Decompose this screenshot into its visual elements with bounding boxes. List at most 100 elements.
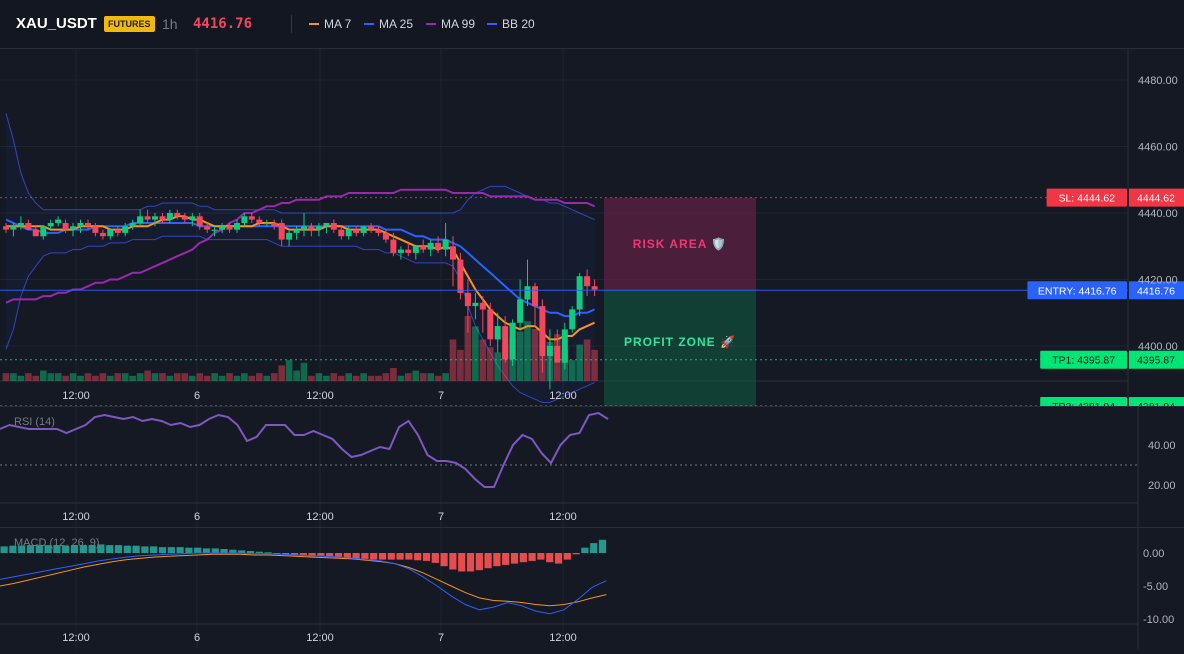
volume-bar bbox=[397, 375, 405, 381]
candle-body bbox=[524, 286, 531, 300]
volume-bar bbox=[151, 373, 159, 381]
volume-bar bbox=[99, 373, 107, 381]
candle-body bbox=[55, 219, 62, 223]
macd-hist-bar bbox=[414, 553, 422, 561]
legend-bb20[interactable]: BB 20 bbox=[487, 0, 535, 48]
candle-body bbox=[3, 226, 9, 230]
macd-time-label: 6 bbox=[194, 632, 200, 644]
macd-hist-bar bbox=[26, 545, 35, 553]
volume-bar bbox=[114, 373, 122, 381]
ma25-swatch-icon bbox=[364, 22, 374, 25]
rsi-chart[interactable]: RSI (14) 40.00 20.00 12:00 6 12:00 7 12:00 bbox=[0, 407, 1184, 527]
candle-body bbox=[92, 226, 99, 233]
tp2-tag-label: TP2: 4381.94 bbox=[1052, 401, 1115, 406]
candle-body bbox=[338, 229, 345, 237]
legend-ma7[interactable]: MA 7 bbox=[309, 0, 351, 48]
volume-bar bbox=[501, 344, 509, 381]
volume-bar bbox=[531, 329, 539, 381]
candle-body bbox=[248, 216, 255, 220]
interval-selector[interactable]: 1h bbox=[162, 16, 178, 32]
candle-body bbox=[405, 249, 412, 253]
volume-bar bbox=[10, 373, 17, 381]
macd-hist-bar bbox=[106, 545, 114, 553]
entry-axis-badge bbox=[1129, 281, 1184, 300]
price-tick-label: 4420.00 bbox=[1138, 275, 1178, 287]
candle-body bbox=[390, 239, 397, 253]
macd-hist-bar bbox=[554, 553, 563, 564]
candle-body bbox=[25, 223, 32, 230]
macd-hist-bar bbox=[35, 545, 43, 553]
macd-hist-bar bbox=[519, 553, 527, 563]
volume-bar bbox=[494, 352, 501, 381]
candle-body bbox=[308, 226, 315, 230]
candle-body bbox=[323, 223, 330, 227]
volume-bar bbox=[203, 375, 211, 381]
legend-ma25[interactable]: MA 25 bbox=[364, 0, 413, 48]
candle-body bbox=[509, 322, 516, 360]
volume-bar bbox=[218, 375, 226, 381]
entry-tag bbox=[1027, 281, 1127, 300]
candle-body bbox=[62, 223, 69, 230]
volume-bar bbox=[256, 373, 263, 381]
macd-hist-bar bbox=[9, 545, 17, 553]
rsi-pane[interactable]: RSI (14) 40.00 20.00 12:00 6 12:00 7 12:00 bbox=[0, 407, 1184, 528]
legend-ma99[interactable]: MA 99 bbox=[426, 0, 475, 48]
sl-axis-badge bbox=[1129, 188, 1184, 207]
macd-hist-bar bbox=[211, 548, 219, 553]
candle-body bbox=[107, 229, 114, 237]
symbol-name[interactable]: XAU_USDT bbox=[16, 15, 97, 32]
macd-hist-bar bbox=[132, 545, 140, 553]
volume-bar bbox=[270, 373, 278, 381]
volume-bar bbox=[121, 373, 129, 381]
macd-hist-bar bbox=[537, 553, 545, 560]
macd-tick-label: -10.00 bbox=[1143, 614, 1174, 626]
volume-bar bbox=[188, 375, 196, 381]
candle-body bbox=[271, 223, 278, 227]
candle-body bbox=[487, 309, 494, 340]
ma7-swatch-icon bbox=[309, 22, 319, 25]
candle-body bbox=[576, 276, 583, 310]
price-chart[interactable]: RISK AREA 🛡️ PROFIT ZONE 🚀 SL: 4444.62 444… bbox=[0, 49, 1184, 416]
legend-bb20-label: BB 20 bbox=[502, 17, 535, 31]
candle-body bbox=[159, 216, 166, 220]
macd-hist-bar bbox=[176, 547, 184, 553]
rsi-line bbox=[0, 411, 609, 488]
time-tick-label: 12:00 bbox=[306, 390, 334, 402]
candle-body bbox=[375, 229, 382, 233]
volume-bar bbox=[174, 373, 181, 381]
candle-body bbox=[278, 223, 285, 240]
candle-body bbox=[450, 246, 456, 260]
macd-hist-bar bbox=[510, 553, 519, 564]
macd-signal-line bbox=[0, 553, 607, 607]
macd-hist-bar bbox=[431, 553, 439, 563]
volume-bar bbox=[40, 370, 47, 381]
macd-hist-bar bbox=[598, 539, 607, 553]
price-tick-label: 4440.00 bbox=[1138, 208, 1178, 220]
time-tick-label: 12:00 bbox=[549, 390, 577, 402]
candle-body bbox=[241, 216, 248, 223]
macd-chart[interactable]: MACD (12, 26, 9) 0.00 -5.00 -10.00 12:00 6 12:… bbox=[0, 528, 1184, 649]
candle-body bbox=[353, 229, 360, 233]
main-price-pane[interactable]: RISK AREA 🛡️ PROFIT ZONE 🚀 SL: 4444.62 444… bbox=[0, 49, 1184, 416]
volume-bar bbox=[77, 375, 84, 381]
volume-bar bbox=[486, 347, 494, 381]
macd-hist-bar bbox=[44, 545, 52, 553]
macd-pane[interactable]: MACD (12, 26, 9) 0.00 -5.00 -10.00 12:00 6 12:… bbox=[0, 528, 1184, 649]
entry-tag-label: ENTRY: 4416.76 bbox=[1038, 285, 1117, 297]
macd-hist-bar bbox=[484, 553, 492, 569]
macd-hist-bar bbox=[0, 546, 8, 553]
rsi-time-label: 12:00 bbox=[62, 511, 90, 523]
volume-bar bbox=[25, 373, 32, 381]
volume-bar bbox=[32, 375, 40, 381]
volume-bar bbox=[84, 373, 92, 381]
candle-body bbox=[32, 229, 39, 237]
candle-body bbox=[40, 226, 47, 237]
macd-hist-bar bbox=[114, 545, 123, 553]
macd-hist-bar bbox=[466, 553, 475, 572]
macd-hist-bar bbox=[202, 548, 211, 553]
candle-body bbox=[479, 302, 486, 310]
volume-bar bbox=[226, 373, 233, 381]
macd-hist-bar bbox=[352, 553, 360, 559]
macd-hist-bar bbox=[581, 547, 589, 553]
macd-hist-bar bbox=[317, 553, 325, 557]
